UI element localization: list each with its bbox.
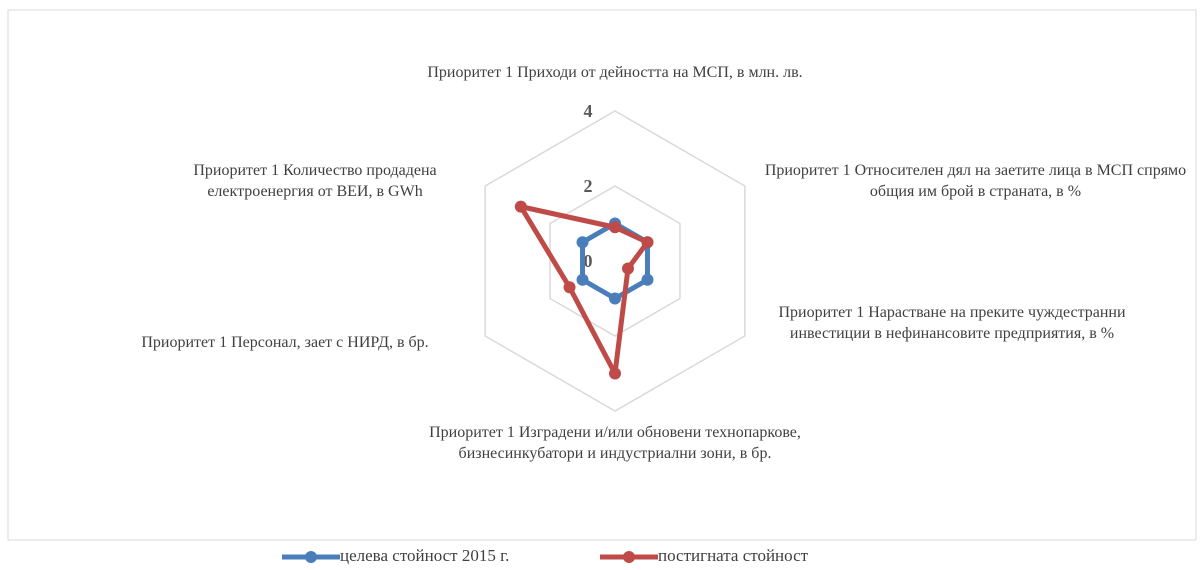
category-label: Приоритет 1 Персонал, зает с НИРД, в бр. xyxy=(141,334,429,351)
data-point xyxy=(576,236,589,249)
data-point xyxy=(641,236,654,249)
category-label: Приоритет 1 Приходи от дейността на МСП,… xyxy=(427,64,803,81)
grid-ring xyxy=(549,185,681,337)
data-point xyxy=(563,281,576,294)
category-label: Приоритет 1 Нарастване на преките чуждес… xyxy=(778,304,1126,342)
legend-label: целева стойност 2015 г. xyxy=(340,546,510,565)
data-point xyxy=(576,273,589,286)
tick-label: 0 xyxy=(584,251,593,271)
data-point xyxy=(514,200,527,213)
category-label: Приоритет 1 Количество продадена електро… xyxy=(193,162,437,200)
tick-label: 4 xyxy=(584,101,593,121)
category-label: Приоритет 1 Относителен дял на заетите л… xyxy=(764,162,1187,200)
data-point xyxy=(609,221,621,234)
grid-ring xyxy=(484,110,746,412)
legend-marker xyxy=(623,551,635,563)
data-point xyxy=(641,273,654,286)
category-label: Приоритет 1 Изградени и/или обновени тех… xyxy=(429,424,801,462)
data-point xyxy=(621,262,634,275)
data-point xyxy=(609,292,621,305)
legend-label: постигната стойност xyxy=(658,546,809,565)
data-point xyxy=(609,367,621,380)
tick-label: 2 xyxy=(584,176,593,196)
legend-marker xyxy=(305,551,317,563)
chart-border xyxy=(7,9,1197,541)
